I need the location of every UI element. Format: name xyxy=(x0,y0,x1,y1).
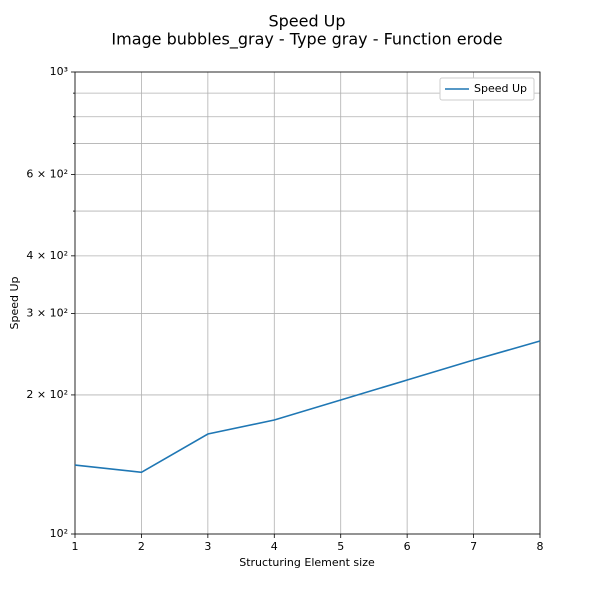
series-line xyxy=(74,340,541,474)
x-tick-label: 4 xyxy=(271,540,278,553)
legend-box xyxy=(439,77,535,101)
x-tick-label: 2 xyxy=(138,540,145,553)
x-tick-label: 1 xyxy=(72,540,79,553)
y-tick-label: 10² xyxy=(50,527,68,540)
y-tick-label: 10³ xyxy=(50,65,68,78)
y-tick-label: 3 × 10² xyxy=(26,307,68,320)
y-tick-label: 2 × 10² xyxy=(26,388,68,401)
x-tick-label: 3 xyxy=(204,540,211,553)
x-tick-label: 6 xyxy=(404,540,411,553)
y-tick-label: 4 × 10² xyxy=(26,249,68,262)
y-axis-label: Speed Up xyxy=(8,276,21,329)
y-tick-label: 6 × 10² xyxy=(26,167,68,180)
chart-subtitle: Image bubbles_gray - Type gray - Functio… xyxy=(111,30,502,50)
x-tick-label: 8 xyxy=(537,540,544,553)
x-tick-label: 7 xyxy=(470,540,477,553)
chart-title: Speed Up xyxy=(268,12,345,31)
x-axis-label: Structuring Element size xyxy=(239,556,375,569)
legend-label: Speed Up xyxy=(474,82,527,95)
plot-frame xyxy=(74,71,541,535)
x-tick-label: 5 xyxy=(337,540,344,553)
